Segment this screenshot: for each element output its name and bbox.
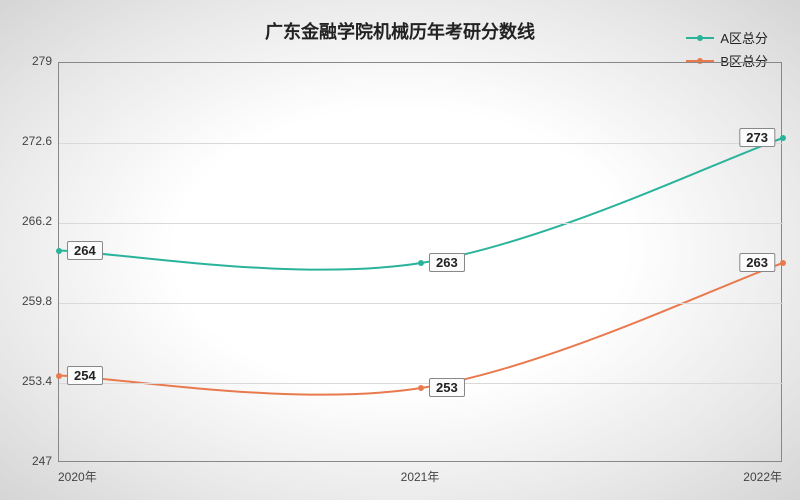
gridline-y: [59, 303, 783, 304]
data-point-label: 273: [739, 128, 775, 147]
y-tick-label: 259.8: [22, 294, 52, 308]
y-tick-label: 247: [32, 454, 52, 468]
data-point-label: 253: [429, 378, 465, 397]
data-point-marker: [56, 248, 62, 254]
data-point-marker: [56, 373, 62, 379]
gridline-y: [59, 223, 783, 224]
gridline-y: [59, 383, 783, 384]
data-point-marker: [418, 385, 424, 391]
y-tick-label: 266.2: [22, 214, 52, 228]
legend-item-a: A区总分: [686, 28, 768, 47]
x-tick-label: 2020年: [58, 468, 97, 485]
x-tick-label: 2021年: [401, 468, 440, 485]
plot-area: 264 263 273 254 253 263: [58, 62, 782, 462]
data-point-label: 263: [429, 253, 465, 272]
chart-title: 广东金融学院机械历年考研分数线: [265, 18, 535, 44]
series-line: [59, 138, 783, 270]
legend-label-a: A区总分: [720, 28, 768, 47]
data-point-label: 264: [67, 241, 103, 260]
data-point-marker: [780, 135, 786, 141]
chart-container: 广东金融学院机械历年考研分数线 A区总分 B区总分 26426327325425…: [0, 0, 800, 500]
data-point-marker: [780, 260, 786, 266]
y-tick-label: 272.6: [22, 134, 52, 148]
data-point-marker: [418, 260, 424, 266]
y-tick-label: 279: [32, 54, 52, 68]
series-line: [59, 263, 783, 395]
legend-swatch-a: [686, 37, 714, 39]
gridline-y: [59, 143, 783, 144]
data-point-label: 263: [739, 253, 775, 272]
y-tick-label: 253.4: [22, 374, 52, 388]
data-point-label: 254: [67, 366, 103, 385]
x-tick-label: 2022年: [743, 468, 782, 485]
